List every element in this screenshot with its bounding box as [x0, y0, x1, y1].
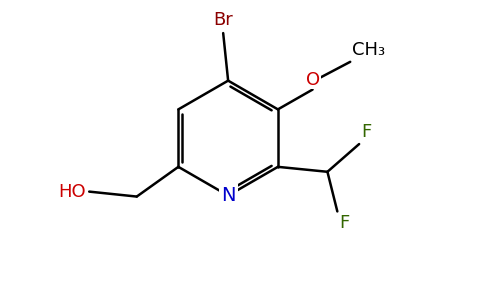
Text: Br: Br	[213, 11, 233, 29]
Text: HO: HO	[59, 183, 86, 201]
Text: N: N	[221, 186, 235, 205]
Text: F: F	[361, 123, 371, 141]
Text: O: O	[305, 70, 319, 88]
Text: CH₃: CH₃	[352, 41, 385, 59]
Text: F: F	[339, 214, 349, 232]
